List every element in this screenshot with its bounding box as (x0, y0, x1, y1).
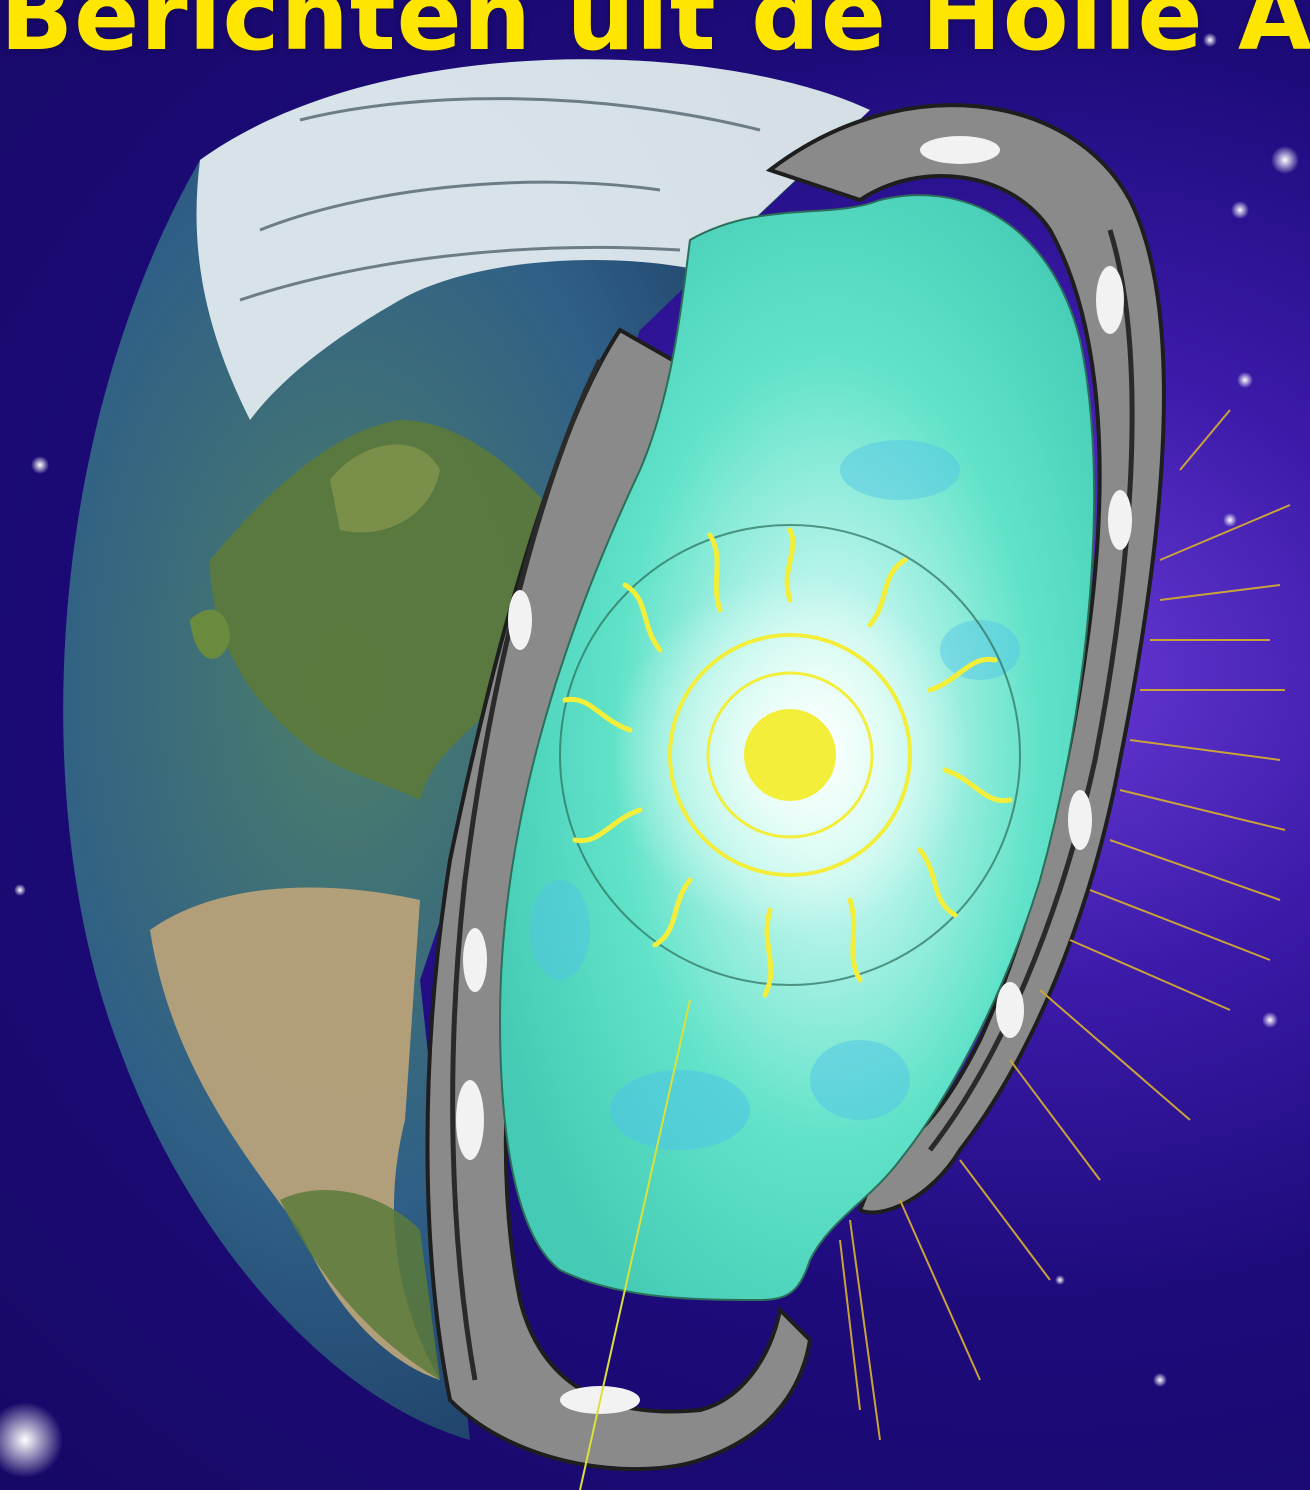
central-sun (562, 527, 1013, 998)
polar-rays (579, 409, 1291, 1490)
earth-sphere (63, 59, 870, 1440)
earth-crust-cutaway (425, 103, 1166, 1472)
poster-title: Berichten uit de Holle Aarde (0, 0, 1310, 72)
